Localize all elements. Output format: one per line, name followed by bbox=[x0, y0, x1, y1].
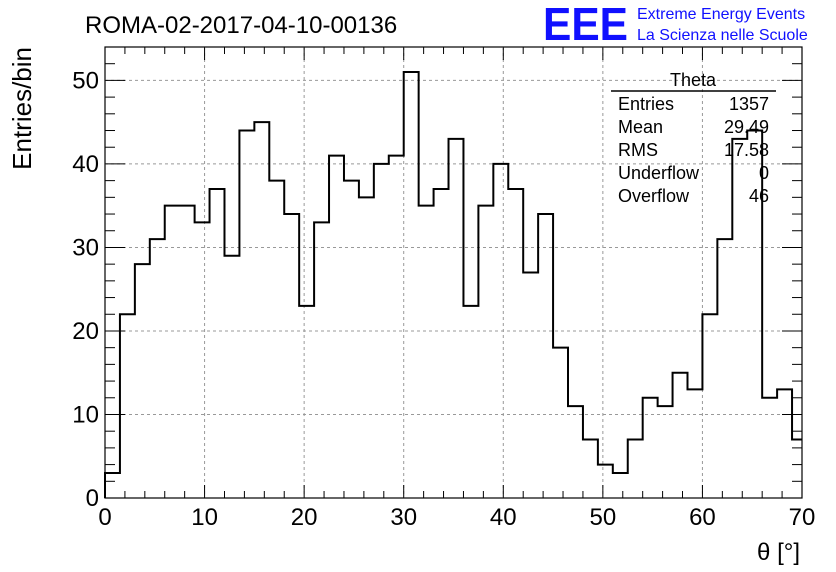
stats-box-title: Theta bbox=[670, 70, 717, 90]
y-tick-label: 0 bbox=[86, 485, 99, 512]
axis-ticks bbox=[104, 46, 803, 499]
x-axis-label: θ [°] bbox=[757, 539, 800, 566]
x-tick-label: 30 bbox=[390, 504, 417, 531]
y-axis-label: Entries/bin bbox=[7, 47, 37, 170]
x-tick-label: 10 bbox=[191, 504, 218, 531]
x-tick-label: 20 bbox=[291, 504, 318, 531]
y-tick-label: 20 bbox=[72, 318, 99, 345]
grid-lines bbox=[105, 47, 802, 498]
x-tick-label: 60 bbox=[689, 504, 716, 531]
stats-label-underflow: Underflow bbox=[618, 163, 700, 183]
stats-value-rms: 17.58 bbox=[724, 140, 769, 160]
y-tick-label: 10 bbox=[72, 401, 99, 428]
stats-value-underflow: 0 bbox=[759, 163, 769, 183]
tick-labels: 0 10 20 30 40 50 60 70 0 10 20 30 40 50 bbox=[72, 67, 815, 531]
histogram-series bbox=[104, 71, 802, 498]
y-tick-label: 40 bbox=[72, 151, 99, 178]
stats-label-overflow: Overflow bbox=[618, 186, 690, 206]
logo-line-2: La Scienza nelle Scuole bbox=[637, 27, 808, 44]
y-tick-label: 30 bbox=[72, 234, 99, 261]
plot-frame bbox=[104, 46, 803, 499]
x-tick-label: 40 bbox=[490, 504, 517, 531]
stats-label-mean: Mean bbox=[618, 117, 663, 137]
eee-logo-mark: EEE bbox=[543, 0, 628, 50]
stats-value-mean: 29.49 bbox=[724, 117, 769, 137]
x-tick-label: 50 bbox=[590, 504, 617, 531]
stats-value-entries: 1357 bbox=[729, 94, 769, 114]
x-tick-label: 70 bbox=[789, 504, 816, 531]
logo-line-1: Extreme Energy Events bbox=[637, 6, 805, 23]
stats-label-rms: RMS bbox=[618, 140, 658, 160]
y-tick-label: 50 bbox=[72, 67, 99, 94]
chart-title: ROMA-02-2017-04-10-00136 bbox=[85, 12, 397, 39]
stats-label-entries: Entries bbox=[618, 94, 674, 114]
stats-value-overflow: 46 bbox=[749, 186, 769, 206]
x-tick-label: 0 bbox=[98, 504, 111, 531]
stats-box: Theta Entries 1357 Mean 29.49 RMS 17.58 … bbox=[611, 70, 776, 206]
